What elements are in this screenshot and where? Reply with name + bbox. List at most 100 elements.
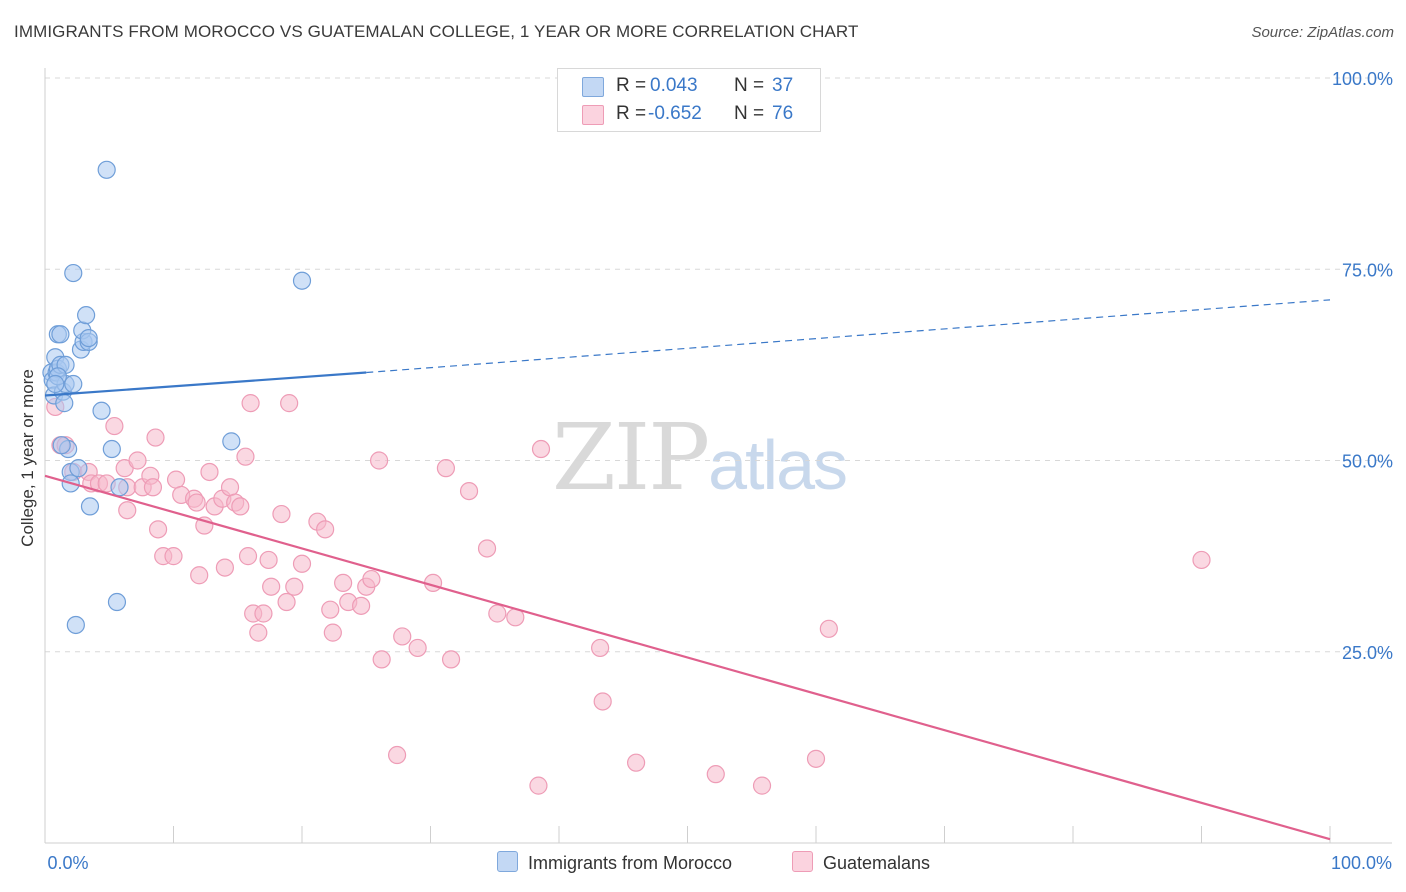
guatemalan-point [200,462,219,482]
guatemalan-point [316,520,335,539]
legend-r-label: R = [616,75,647,96]
guatemalan-point [372,650,391,669]
watermark-zip: ZIP [552,404,710,511]
guatemalan-point [143,478,163,497]
morocco-trend-extension [366,299,1331,374]
y-tick-label: 25.0% [1342,643,1393,663]
guatemalan-point [146,428,165,447]
guatemalan-point [215,558,234,577]
morocco-point [92,401,111,420]
y-tick-label: 100.0% [1332,69,1393,89]
legend-swatch-blue [582,77,604,97]
watermark-atlas: atlas [708,426,848,504]
legend-row-guatemalans: R = -0.652 N = 76 [558,100,820,128]
guatemalan-point [277,592,296,612]
guatemalan-trend-line [44,474,1331,841]
legend-n-label: N = [734,103,765,124]
watermark: ZIPatlas [552,404,848,511]
morocco-point [77,306,96,325]
guatemalan-point [241,394,260,413]
bottom-legend-guatemalans-label: Guatemalans [823,853,931,873]
morocco-point [107,592,127,612]
morocco-trend-line [44,371,367,397]
guatemalan-point [118,501,137,520]
legend-r-label: R = [616,103,647,124]
guatemalan-point [259,550,278,570]
chart-title: IMMIGRANTS FROM MOROCCO VS GUATEMALAN CO… [14,22,859,41]
guatemalan-point [370,451,389,470]
guatemalan-point [591,638,610,658]
source-label: Source: ZipAtlas.com [1251,24,1394,41]
x-tick-label: 0.0% [47,853,88,873]
guatemalan-point [531,439,551,459]
correlation-legend: R = 0.043 N = 37 R = -0.652 N = 76 [557,68,821,132]
y-tick-label: 75.0% [1342,260,1393,280]
guatemalan-point [352,596,371,615]
guatemalan-point [148,520,168,539]
morocco-point [110,478,129,497]
morocco-point [292,271,312,290]
morocco-point [69,459,88,478]
guatemalan-point [220,478,240,497]
guatemalan-point [387,745,407,765]
guatemalan-point [752,776,772,795]
guatemalan-point [280,394,299,413]
guatemalan-point [166,470,186,489]
guatemalan-point [238,547,258,566]
legend-n-value: 76 [772,103,794,124]
legend-r-value: -0.652 [648,103,702,124]
legend-n-label: N = [734,75,765,96]
guatemalan-point [285,577,304,596]
morocco-point [222,432,241,451]
guatemalan-point [393,627,412,646]
guatemalan-point [593,692,612,711]
morocco-point [51,325,70,344]
bottom-legend-morocco: Immigrants from Morocco [497,851,732,874]
guatemalan-point [334,573,353,593]
y-tick-label: 50.0% [1342,452,1393,472]
guatemalan-point [488,604,507,623]
guatemalan-point [236,447,255,466]
bottom-legend-swatch-blue [497,851,518,872]
legend-row-morocco: R = 0.043 N = 37 [558,72,820,100]
morocco-point [97,160,116,179]
guatemalan-point [292,554,312,573]
legend-r-value: 0.043 [650,75,698,96]
bottom-legend-guatemalans: Guatemalans [792,851,930,874]
guatemalan-point [262,577,281,596]
guatemalan-point [362,569,381,589]
y-axis-label: College, 1 year or more [18,369,37,547]
guatemalan-point [128,451,147,470]
guatemalan-point [164,547,183,566]
legend-swatch-pink [582,105,604,125]
guatemalan-point [529,776,548,795]
morocco-point [55,394,74,413]
guatemalan-point [1192,550,1211,570]
x-tick-label: 100.0% [1331,853,1392,873]
guatemalan-point [706,765,725,784]
guatemalan-point [323,623,342,642]
morocco-point [52,436,71,455]
legend-n-value: 37 [772,75,794,96]
guatemalan-point [190,566,209,585]
guatemalan-point [626,753,646,772]
guatemalan-point [254,604,273,623]
bottom-legend-morocco-label: Immigrants from Morocco [528,853,733,873]
guatemalan-point [272,504,291,524]
guatemalan-point [105,416,124,436]
guatemalan-point [436,459,456,478]
morocco-point [46,374,65,394]
guatemalan-point [477,539,497,558]
guatemalan-point [806,749,826,768]
morocco-point [64,263,83,283]
guatemalan-point [441,650,461,669]
morocco-point [79,329,98,348]
guatemalan-point [819,619,838,638]
guatemalan-point [249,623,268,642]
guatemalan-point [231,497,250,516]
morocco-point [80,497,100,516]
guatemalan-point [187,493,206,512]
guatemalan-point [321,600,340,619]
bottom-legend-swatch-pink [792,851,813,872]
